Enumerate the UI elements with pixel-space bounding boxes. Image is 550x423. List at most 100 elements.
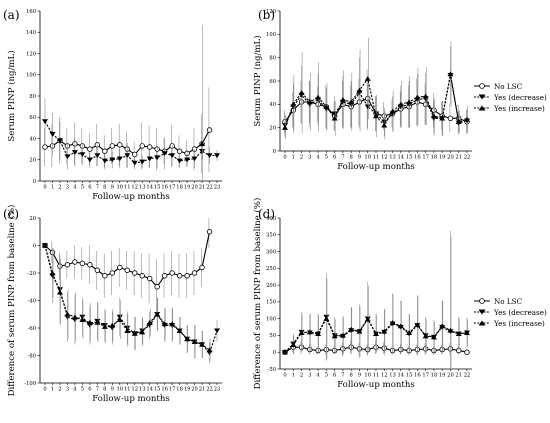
data-point [132,270,138,276]
panel-d-x-tick-label: 13 [389,373,396,379]
data-point [364,104,371,110]
data-point [298,330,305,335]
panel-b-x-tick-label: 21 [455,155,462,161]
data-point [356,87,363,93]
data-point [397,323,404,329]
panel-c-y-tick-label: -100 [24,381,36,387]
panel-c-series-yes-decrease [42,243,220,364]
data-point [406,330,413,335]
data-point [191,339,198,344]
panel-c-x-tick-label: 18 [176,387,183,393]
panel-b-x-tick-label: 11 [373,155,380,161]
panel-a-x-tick-label: 12 [131,185,138,191]
data-point [430,113,437,119]
data-point [49,132,56,137]
panel-b-x-tick-label: 17 [422,155,429,161]
panel-c-x-tick-label: 0 [43,387,46,393]
panel-d-x-tick-label: 11 [373,373,380,379]
panel-c-y-tick-label: -20 [28,271,36,277]
panel-a-y-tick-label: 80 [29,94,36,100]
data-point [109,270,116,276]
panel-c-x-tick-label: 22 [206,387,213,393]
data-point [42,242,48,248]
panel-d-series-yes-increase [282,236,470,369]
panel-d-x-tick-label: 4 [316,373,320,379]
panel-c-x-tick-label: 16 [161,387,168,393]
data-point [124,267,130,273]
data-point [389,108,396,114]
data-point [214,153,220,159]
panel-b-x-tick-label: 3 [308,155,311,161]
data-point [64,262,71,268]
data-point [199,264,205,271]
data-point [161,321,168,327]
data-point [464,349,470,355]
panel-b-series-yes-increase [282,37,470,140]
panel-a-x-tick-label: 14 [146,185,153,191]
panel-c-x-tick-label: 17 [169,387,176,393]
data-point [439,323,446,329]
data-point [86,319,93,325]
panel-d-x-tick-label: 12 [381,373,388,379]
panel-d-x-tick-label: 15 [406,373,413,379]
data-point [214,328,220,334]
panel-d-y-tick-label: 50 [269,333,276,339]
data-point [315,94,322,100]
panel-a-y-tick-label: 40 [29,136,36,142]
data-point [306,329,313,335]
panel-c-x-tick-label: 5 [81,387,84,393]
data-point [124,153,131,159]
panel-a-x-tick-label: 1 [51,185,54,191]
data-point [139,159,146,165]
data-point [42,144,48,150]
data-point [176,328,183,333]
panel-a-x-tick-label: 10 [116,185,123,191]
panel-c-y-axis-title: Difference of serum PINP from baseline (… [6,205,17,397]
data-point [282,125,288,130]
data-point [414,322,421,327]
panel-c-x-tick-label: 2 [58,387,61,393]
data-point [199,341,206,347]
panel-a-x-tick-label: 20 [191,185,198,191]
panel-d-y-tick-label: -50 [268,367,276,373]
panel-d-x-tick-label: 2 [300,373,303,379]
data-point [199,141,206,147]
data-point [381,328,388,334]
data-point [447,327,454,333]
data-point [117,264,123,271]
panel-a-x-tick-label: 4 [73,185,77,191]
panel-b-label: (b) [258,8,275,22]
panel-c-series-yes-increase [42,242,213,361]
panel-c-x-tick-label: 21 [199,387,206,393]
data-point [206,229,213,235]
panel-a-x-tick-label: 19 [184,185,191,191]
panel-c-x-tick-label: 1 [51,387,54,393]
panel-a-x-tick-label: 3 [66,185,69,191]
data-point [381,119,388,125]
data-point [86,157,93,163]
panel-d: (d) [258,207,275,221]
panel-c-x-tick-label: 7 [96,387,99,393]
legend-bottom: No LSC Yes (decrease) Yes (increase) [474,297,547,328]
panel-b-x-tick-label: 20 [447,155,454,161]
data-point [146,319,153,325]
panel-b-x-tick-label: 7 [341,155,344,161]
panel-a-y-tick-label: 140 [26,30,36,36]
data-point [184,273,190,279]
panel-d-x-tick-label: 17 [422,373,429,379]
panel-b-x-tick-label: 9 [358,155,361,161]
data-point [282,349,288,355]
panel-b-x-tick-label: 12 [381,155,388,161]
data-point [72,259,78,265]
panel-d-x-tick-label: 6 [333,373,336,379]
data-point [169,153,176,159]
data-point [71,314,78,320]
panel-b-y-tick-label: 80 [269,55,276,61]
panel-a-y-tick-label: 160 [26,9,36,15]
data-point [154,311,161,317]
panel-b-x-tick-label: 16 [414,155,421,161]
panel-a-x-tick-label: 7 [96,185,99,191]
panel-a-x-tick-label: 8 [103,185,106,191]
